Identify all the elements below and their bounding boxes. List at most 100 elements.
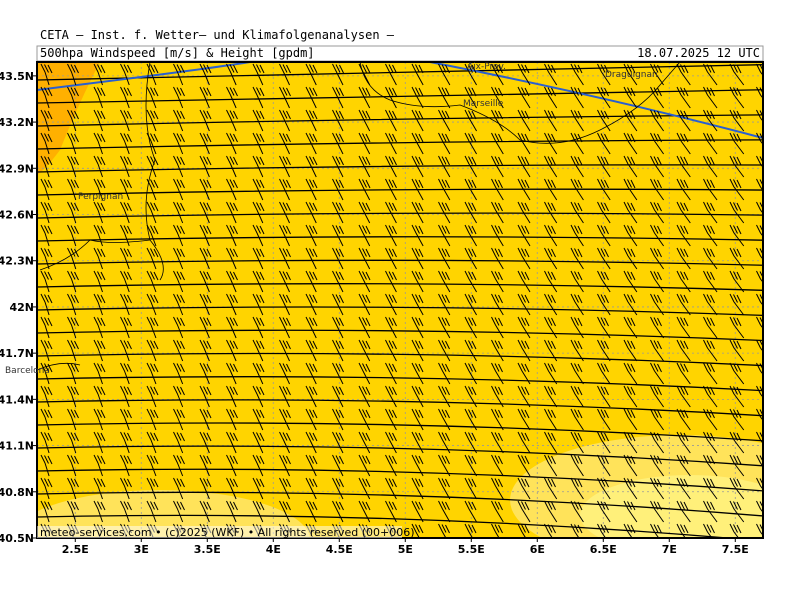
wind-barb <box>305 293 318 316</box>
wind-barb <box>756 293 763 307</box>
wind-barb <box>623 454 638 477</box>
wind-barb <box>385 477 397 500</box>
wind-barb <box>67 270 79 293</box>
wind-barb <box>570 224 584 247</box>
wind-barb <box>623 408 638 431</box>
wind-barb <box>146 86 159 109</box>
wind-barb <box>279 316 291 339</box>
wind-barb <box>491 477 504 500</box>
wind-barb <box>703 247 718 270</box>
wind-barb <box>464 431 478 454</box>
wind-barb <box>570 86 584 109</box>
wind-barb <box>40 63 53 86</box>
wind-barb <box>623 293 638 316</box>
wind-barb <box>438 109 451 132</box>
wind-barb <box>756 247 763 261</box>
wind-barb <box>40 385 53 408</box>
wind-barb <box>517 431 531 454</box>
wind-barb <box>67 385 79 408</box>
wind-barb <box>67 454 79 477</box>
lat-tick-label: 42N <box>9 301 34 314</box>
wind-barb <box>597 500 611 523</box>
wind-barb <box>703 339 718 362</box>
wind-barb <box>544 247 558 270</box>
wind-barb <box>252 454 265 477</box>
wind-barb <box>544 362 558 385</box>
wind-barb <box>517 385 531 408</box>
wind-barb <box>703 316 718 339</box>
lon-tick-label: 2.5E <box>62 543 89 556</box>
wind-barb <box>729 362 745 385</box>
wind-barb <box>464 362 478 385</box>
wind-barb <box>93 454 106 477</box>
wind-barb <box>517 477 531 500</box>
wind-barb <box>650 178 665 201</box>
wind-barb <box>279 132 291 155</box>
wind-barb <box>570 500 584 523</box>
wind-barb <box>464 132 478 155</box>
axis-ticks: 43.5N 43.2N 42.9N 42.6N 42.3N 42N 41.7N 41.4N 41… <box>0 70 749 556</box>
wind-barb <box>650 63 665 86</box>
wind-barb <box>438 63 451 86</box>
lon-tick-label: 7.5E <box>722 543 749 556</box>
wind-barb <box>650 270 665 293</box>
wind-barb <box>729 155 745 178</box>
wind-barb <box>226 362 238 385</box>
lon-tick-label: 5E <box>398 543 413 556</box>
wind-barb <box>676 178 691 201</box>
wind-barb <box>385 408 397 431</box>
wind-barb <box>358 201 371 224</box>
wind-barb <box>570 339 584 362</box>
wind-barb <box>623 132 638 155</box>
wind-barb <box>332 339 344 362</box>
wind-barb <box>623 178 638 201</box>
wind-barb <box>411 408 424 431</box>
wind-barb <box>544 109 558 132</box>
wind-barb <box>729 293 745 316</box>
wind-barb <box>570 362 584 385</box>
wind-barb <box>729 454 745 477</box>
wind-barb <box>332 385 344 408</box>
wind-barb <box>438 454 451 477</box>
wind-barb <box>93 224 106 247</box>
wind-barb <box>146 270 159 293</box>
wind-barb <box>597 201 611 224</box>
wind-barb <box>650 339 665 362</box>
wind-barb <box>252 408 265 431</box>
wind-barb <box>650 293 665 316</box>
wind-barb <box>332 500 344 523</box>
wind-barb <box>650 477 665 500</box>
wind-barb <box>570 132 584 155</box>
wind-barb <box>120 316 132 339</box>
wind-barb <box>464 86 478 109</box>
wind-barb <box>650 224 665 247</box>
wind-barb <box>623 523 636 538</box>
wind-barb <box>676 454 691 477</box>
lat-tick-label: 41.4N <box>0 393 34 406</box>
wind-barb <box>597 477 611 500</box>
wind-barb <box>199 132 212 155</box>
contour-line <box>37 445 763 467</box>
wind-barb <box>703 132 718 155</box>
wind-barb <box>305 500 318 523</box>
wind-barb <box>305 477 318 500</box>
wind-barb <box>279 454 291 477</box>
wind-barb <box>756 339 763 353</box>
wind-barb <box>464 247 478 270</box>
wind-barb <box>120 385 132 408</box>
wind-barb <box>729 270 745 293</box>
wind-barb <box>650 155 665 178</box>
contour-line <box>37 399 763 417</box>
wind-barb <box>40 500 53 523</box>
lat-tick-label: 42.3N <box>0 255 34 268</box>
wind-barb <box>67 362 79 385</box>
wind-barb <box>491 201 504 224</box>
wind-barb <box>676 362 691 385</box>
wind-barb <box>332 477 344 500</box>
wind-barb <box>173 293 185 316</box>
wind-barb <box>199 477 212 500</box>
wind-barb <box>491 431 504 454</box>
wind-barb <box>676 385 691 408</box>
wind-barb <box>146 477 159 500</box>
wind-barb <box>385 362 397 385</box>
